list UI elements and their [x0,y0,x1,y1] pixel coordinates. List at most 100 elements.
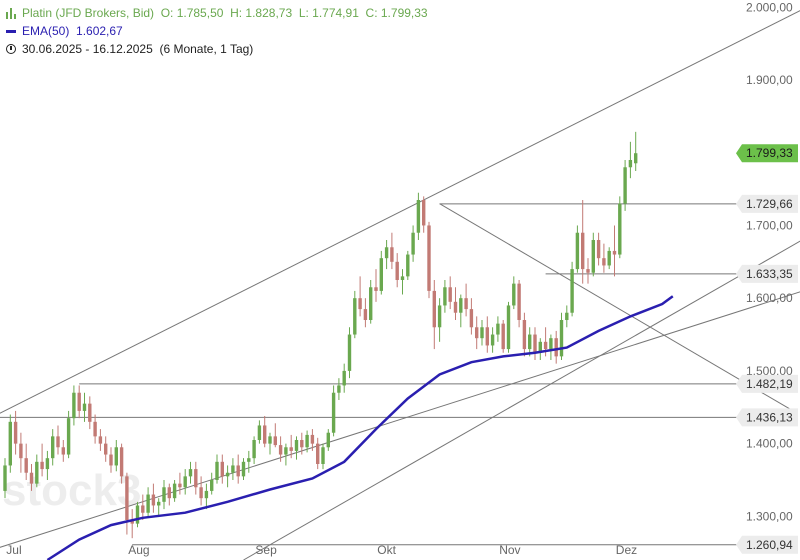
candle [289,434,293,459]
candle [310,429,315,451]
candle-body [13,421,18,444]
candle-body [581,232,585,270]
candle-body [422,200,426,226]
candle-body [602,258,606,266]
candle-body [358,298,362,310]
tag-shape [736,374,798,393]
candle-body [61,447,65,455]
candle [151,483,156,513]
candle-body [591,240,595,273]
candle [215,454,219,484]
candle [125,472,129,535]
candle [384,240,389,270]
candle-body [549,338,553,350]
y-tick-label: 1.500,00 [746,364,793,378]
candle-body [199,487,203,499]
candle [506,301,511,353]
candle-body [443,287,447,306]
tag-label: 1.482,19 [746,377,793,391]
candle-body [284,447,288,455]
candle [512,276,516,310]
candle-body [167,487,171,499]
candle [549,334,553,360]
candle-body [480,327,484,339]
candle-body [247,458,251,462]
tag-label: 1.729,66 [746,197,793,211]
tag-label: 1.633,35 [746,267,793,281]
tag-shape [736,408,798,427]
level-price-tag: 1.260,94 [736,535,798,554]
candle [273,423,277,448]
candle-body [157,501,161,506]
candle-body [628,160,633,168]
candle-body [347,334,352,371]
low-value: L: 1.774,91 [298,6,359,20]
candle-body [151,494,156,506]
candle-body [437,305,442,328]
candle-body [178,483,182,488]
candle [93,414,97,444]
candle [141,494,145,520]
candle [432,280,436,350]
candle [358,276,362,317]
candle [379,250,383,295]
candle [411,225,415,262]
candle [257,420,262,444]
candle [316,437,320,470]
x-tick-label: Nov [499,543,520,557]
level-price-tag: 1.633,35 [736,264,798,283]
candle-body [612,250,617,255]
candle [464,283,468,317]
candle-body [475,327,479,339]
candle [321,443,325,470]
tag-shape [736,535,798,554]
candle [305,430,309,453]
candle-body [321,447,325,464]
candles [3,131,638,539]
candle [157,498,161,517]
candle [596,232,601,266]
candle [3,458,7,499]
candle [188,461,193,484]
high-value: H: 1.828,73 [230,6,293,20]
candle-body [300,440,304,448]
chart-legend: Platin (JFD Brokers, Bid) O: 1.785,50 H:… [6,4,428,58]
candle-body [305,434,309,448]
candle [66,410,71,459]
candle-body [543,341,548,350]
candle [98,429,103,451]
candle [570,261,574,317]
candle-body [575,232,580,270]
candle [252,436,256,464]
candle [146,487,150,517]
candle [247,450,251,473]
candle [390,232,394,270]
candle [119,443,124,484]
candle-body [141,505,145,513]
candle [485,316,489,353]
candle [178,472,182,495]
candle [406,250,410,280]
candle-body [374,287,378,291]
candle [24,443,28,480]
x-tick-label: Aug [128,543,149,557]
horizontal-levels [0,203,738,546]
candle-body [194,469,198,488]
candle-body [416,200,421,233]
candle-body [459,298,463,313]
period-label: (6 Monate, 1 Tag) [159,42,254,56]
candle [517,280,521,328]
level-price-tag: 1.482,19 [736,374,798,393]
candle-body [273,436,277,446]
candle-body [109,454,113,466]
candle-body [204,490,209,499]
candle [554,330,558,364]
candle-body [93,421,97,437]
candle [82,392,87,422]
candle-body [384,247,389,259]
y-tick-label: 2.000,00 [746,0,793,14]
candle [522,312,527,357]
y-tick-label: 1.700,00 [746,218,793,232]
